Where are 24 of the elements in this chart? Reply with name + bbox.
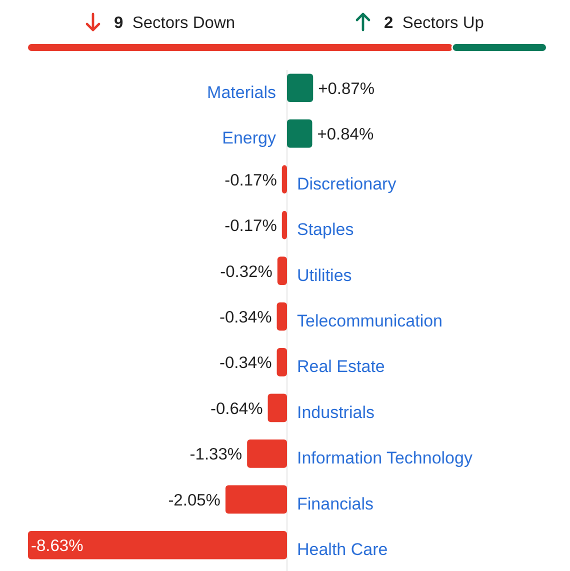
y-tick-label: Industrials <box>297 402 374 422</box>
y-tick-label: Utilities <box>297 266 352 285</box>
y-tick-label: Real Estate <box>297 357 385 376</box>
series-label: 9 Sectors Down <box>114 14 236 32</box>
y-tick-label: Energy <box>222 128 276 148</box>
y-tick-label: Staples <box>297 220 354 240</box>
y-tick-label: Materials <box>207 82 276 102</box>
data-label: -0.34% <box>220 354 272 372</box>
data-label: -0.17% <box>224 217 278 236</box>
data-label: -2.05% <box>168 491 221 510</box>
data-label: -1.33% <box>190 446 242 464</box>
data-label: +0.84% <box>317 126 374 144</box>
y-tick-label: Discretionary <box>297 174 397 194</box>
data-label: +0.87% <box>318 80 375 98</box>
y-tick-label: Telecommunication <box>297 312 443 330</box>
data-label: -0.32% <box>220 262 273 281</box>
data-label: -0.64% <box>210 400 264 418</box>
data-label: -0.34% <box>220 308 272 326</box>
y-tick-label: Health Care <box>297 540 388 560</box>
data-label: -8.63% <box>31 537 84 556</box>
y-tick-label: Information Technology <box>297 448 473 468</box>
data-label: -0.17% <box>224 171 278 190</box>
y-tick-label: Financials <box>297 494 374 514</box>
legend-label: 2 Sectors Up <box>384 14 484 32</box>
